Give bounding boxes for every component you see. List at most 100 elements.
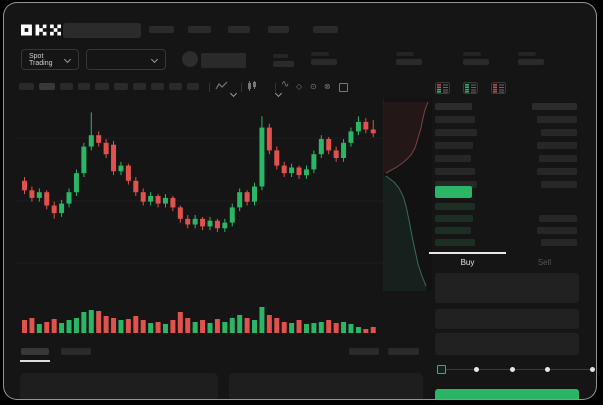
candle-body (214, 220, 220, 229)
bottom-tab-orders[interactable] (21, 348, 49, 355)
asks-depth-line (385, 101, 429, 174)
stat-value-placeholder (396, 59, 422, 65)
timeframe-button[interactable] (39, 83, 55, 90)
bid-amount-bar (539, 215, 577, 222)
hide-chart-icon[interactable]: ⊗ (324, 82, 331, 91)
volume-bar (266, 315, 272, 333)
ask-price-bar[interactable] (435, 181, 477, 188)
depth-overlay (383, 98, 432, 291)
nav-item[interactable] (228, 26, 250, 33)
timeframe-button[interactable] (169, 83, 182, 90)
candle-body (370, 129, 376, 134)
candle-body (96, 135, 102, 143)
candle-body (44, 192, 50, 206)
pair-dropdown[interactable] (86, 49, 166, 70)
chevron-down-icon (152, 57, 158, 63)
timeframe-button[interactable] (60, 83, 73, 90)
timeframe-button[interactable] (133, 83, 146, 90)
ask-price-bar[interactable] (435, 155, 471, 162)
candle-body (22, 180, 27, 191)
price-field[interactable] (435, 309, 579, 329)
book-mode-both-icon[interactable] (435, 82, 450, 94)
nav-item[interactable] (188, 26, 211, 33)
timeframe-button[interactable] (187, 83, 199, 90)
candle-body (259, 127, 265, 187)
ask-price-bar[interactable] (435, 168, 475, 175)
volume-bar (177, 312, 183, 333)
line-tool-icon[interactable]: ∿ (281, 79, 290, 90)
bid-price-bar[interactable] (435, 239, 475, 246)
candle-body (162, 197, 168, 204)
candle-body (355, 121, 361, 132)
slider-step-dot[interactable] (510, 367, 515, 372)
volume-bar (274, 318, 280, 333)
volume-bar (148, 323, 154, 333)
nav-item[interactable] (268, 26, 289, 33)
stat-label-placeholder (518, 52, 536, 56)
volume-bar (155, 322, 161, 333)
market-type-dropdown[interactable]: Spot Trading (21, 49, 79, 70)
volume-bar (363, 329, 369, 333)
chart-style-icon[interactable] (247, 81, 258, 91)
indicator-icon[interactable] (215, 81, 228, 91)
ask-price-bar[interactable] (435, 116, 475, 123)
timeframe-button[interactable] (19, 83, 34, 90)
tab-sell[interactable]: Sell (537, 258, 552, 267)
bid-price-bar[interactable] (435, 227, 471, 234)
orderbook-panel: Buy Sell (429, 80, 595, 399)
nav-item[interactable] (149, 26, 174, 33)
candle-body (341, 142, 347, 158)
nav-item[interactable] (313, 26, 338, 33)
candle-body (266, 127, 272, 151)
volume-bar (326, 320, 332, 333)
slider-step-dot[interactable] (545, 367, 550, 372)
volume-bar (96, 311, 102, 333)
bid-amount-bar (541, 239, 577, 246)
candle-body (252, 186, 258, 202)
timeframe-button[interactable] (151, 83, 164, 90)
buy-submit-button[interactable] (435, 389, 579, 399)
volume-bar (73, 318, 79, 333)
amount-slider-track[interactable] (441, 369, 591, 370)
volume-bar (162, 324, 168, 333)
slider-step-dot[interactable] (474, 367, 479, 372)
order-type-field[interactable] (435, 273, 579, 303)
bid-price-bar[interactable] (435, 215, 473, 222)
bids-depth-line (385, 175, 427, 287)
candle-body (296, 167, 302, 176)
bottom-action-button-1[interactable] (349, 348, 379, 355)
ask-price-bar[interactable] (435, 142, 473, 149)
book-mode-buy-icon[interactable] (463, 82, 478, 94)
okx-logo (21, 23, 61, 37)
slider-handle[interactable] (437, 365, 446, 374)
candlestick-chart[interactable] (16, 96, 386, 341)
draw-tool-icon[interactable]: ◇ (296, 82, 303, 91)
timeframe-button[interactable] (78, 83, 90, 90)
bottom-panel-right (229, 373, 423, 399)
candle-body (111, 144, 117, 172)
volume-bar (44, 322, 50, 333)
candle-body (318, 139, 324, 155)
book-mode-sell-icon[interactable] (491, 82, 506, 94)
snapshot-icon[interactable]: ⊙ (310, 82, 317, 91)
amount-field[interactable] (435, 333, 579, 355)
volume-bar (318, 322, 324, 333)
tab-buy[interactable]: Buy (460, 258, 475, 267)
ask-amount-bar (537, 168, 577, 175)
bid-price-bar[interactable] (435, 203, 475, 210)
app-window: Spot Trading ∿ ◇ ⊙ ⊗ (3, 2, 597, 400)
volume-bar (229, 318, 235, 333)
volume-bar (140, 320, 146, 333)
ask-price-bar[interactable] (435, 129, 477, 136)
slider-step-dot[interactable] (590, 367, 595, 372)
candle-body (200, 218, 206, 227)
volume-bar (118, 320, 124, 333)
bottom-tab-history[interactable] (61, 348, 91, 355)
timeframe-button[interactable] (114, 83, 128, 90)
timeframe-button[interactable] (95, 83, 109, 90)
fullscreen-icon[interactable] (339, 83, 348, 92)
bottom-action-button-2[interactable] (388, 348, 419, 355)
search-input[interactable] (63, 23, 141, 38)
candle-body (244, 192, 250, 202)
